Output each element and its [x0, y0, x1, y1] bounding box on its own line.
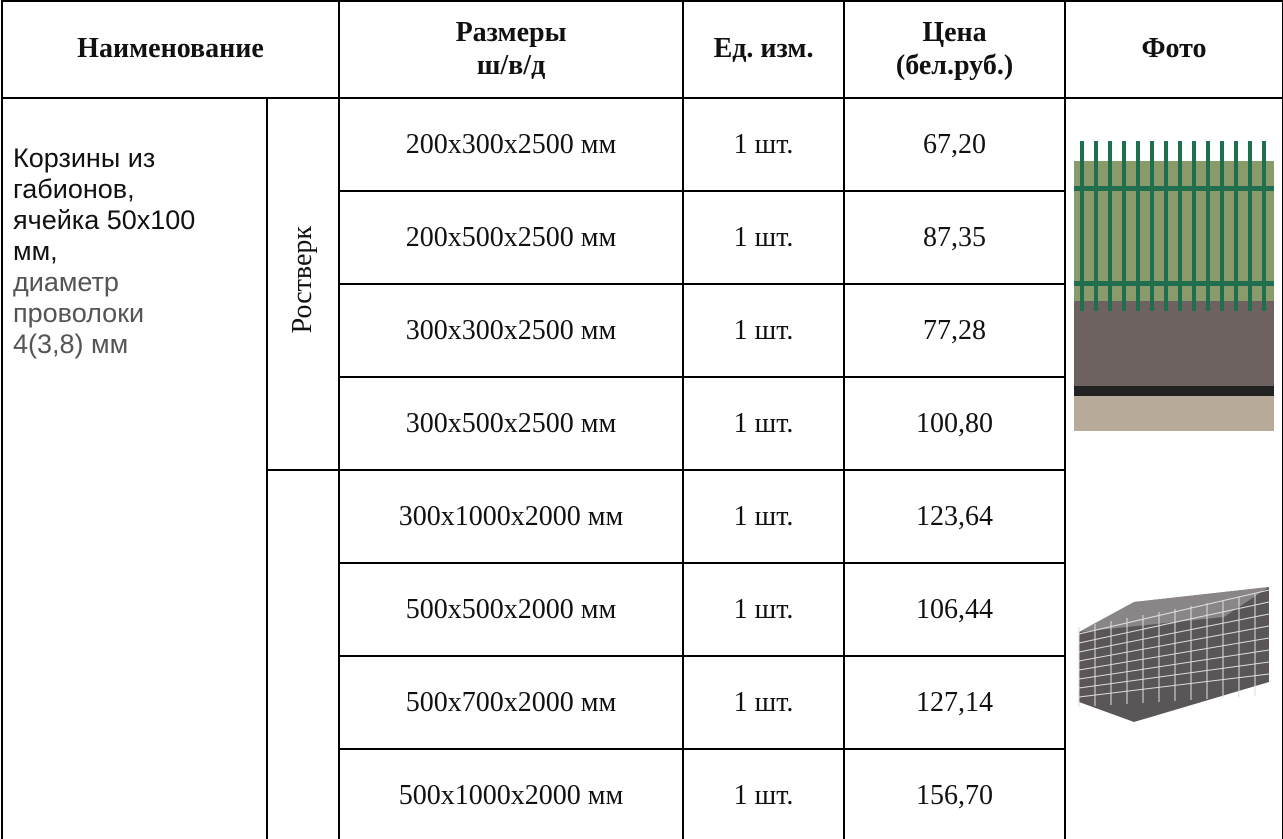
- table-row: 500х1000х2000 мм 1 шт. 156,70: [2, 748, 1283, 839]
- size-cell: 300х1000х2000 мм: [338, 469, 685, 564]
- unit-cell: 1 шт.: [682, 283, 846, 378]
- price-cell: 123,64: [843, 469, 1067, 564]
- unit-cell: 1 шт.: [682, 376, 846, 471]
- price-cell: 127,14: [843, 655, 1067, 750]
- name-detail: диаметр проволоки 4(3,8) мм: [13, 267, 145, 360]
- table-row: 300х500х2500 мм 1 шт. 100,80: [2, 376, 1283, 471]
- size-cell: 500х500х2000 мм: [338, 562, 685, 657]
- group-cell: [265, 469, 341, 839]
- size-cell: 200х500х2500 мм: [338, 190, 685, 285]
- header-cell: Наименование: [0, 0, 341, 99]
- group-cell: Ростверк: [265, 97, 341, 471]
- photo-cell: [1064, 470, 1283, 839]
- price-cell: 156,70: [843, 748, 1067, 839]
- table-body: Корзины из габионов, ячейка 50х100 мм, ди…: [1, 97, 1283, 839]
- size-cell: 200х300х2500 мм: [338, 97, 685, 192]
- table-row: 500х500х2000 мм 1 шт. 106,44: [2, 562, 1283, 657]
- size-cell: 300х300х2500 мм: [338, 283, 685, 378]
- unit-cell: 1 шт.: [682, 190, 846, 285]
- group-label: Ростверк: [287, 226, 318, 334]
- unit-cell: 1 шт.: [682, 97, 846, 192]
- unit-cell: 1 шт.: [682, 748, 846, 839]
- table-row: 300х1000х2000 мм 1 шт. 123,64: [2, 469, 1283, 839]
- table-row: 300х300х2500 мм 1 шт. 77,28: [2, 283, 1283, 378]
- photo-cell: [1064, 97, 1283, 470]
- price-cell: 100,80: [843, 376, 1067, 471]
- header-cell: Цена (бел.руб.): [843, 0, 1067, 99]
- unit-cell: 1 шт.: [682, 562, 846, 657]
- name-main: Корзины из габионов, ячейка 50х100 мм,: [13, 143, 196, 267]
- price-cell: 67,20: [843, 97, 1067, 192]
- gabion-photo: [1078, 587, 1270, 722]
- size-cell: 500х700х2000 мм: [338, 655, 685, 750]
- header-row: Наименование Размеры ш/в/д Ед. изм. Цена…: [0, 0, 1283, 99]
- fence-photo: [1074, 130, 1275, 431]
- name-cell: Корзины из габионов, ячейка 50х100 мм, ди…: [1, 97, 268, 839]
- unit-cell: 1 шт.: [682, 655, 846, 750]
- unit-cell: 1 шт.: [682, 469, 846, 564]
- price-cell: 87,35: [843, 190, 1067, 285]
- header-cell: Размеры ш/в/д: [338, 0, 685, 99]
- size-cell: 300х500х2500 мм: [338, 376, 685, 471]
- table-row: 200х500х2500 мм 1 шт. 87,35: [2, 190, 1283, 285]
- price-cell: 77,28: [843, 283, 1067, 378]
- table-row: 500х700х2000 мм 1 шт. 127,14: [2, 655, 1283, 750]
- size-cell: 500х1000х2000 мм: [338, 748, 685, 839]
- price-cell: 106,44: [843, 562, 1067, 657]
- table-row: Корзины из габионов, ячейка 50х100 мм, ди…: [1, 97, 1283, 839]
- header-cell: Ед. изм.: [682, 0, 846, 99]
- header-cell: Фото: [1064, 0, 1283, 99]
